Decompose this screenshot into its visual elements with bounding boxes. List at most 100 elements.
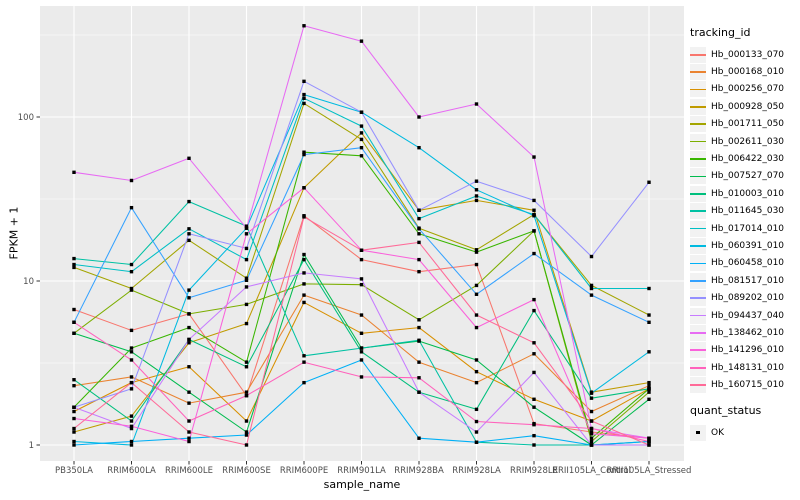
data-point: [647, 180, 651, 184]
legend-swatch-line: [690, 349, 706, 352]
data-point: [72, 443, 76, 447]
data-point: [474, 250, 479, 254]
data-point: [187, 288, 191, 292]
y-axis-title: FPKM + 1: [7, 206, 21, 260]
legend-swatch-line: [690, 279, 706, 282]
legend-swatch-line: [690, 140, 706, 143]
legend-item: Hb_011645_030: [690, 203, 798, 220]
data-point: [647, 390, 651, 394]
data-point: [72, 439, 76, 444]
data-point: [129, 380, 134, 385]
data-point: [302, 96, 306, 101]
data-point: [244, 419, 249, 423]
data-point: [474, 313, 479, 317]
data-point: [244, 393, 249, 398]
legend-item: Hb_089202_010: [690, 289, 798, 307]
legend-swatch-line: [690, 384, 706, 386]
data-point: [474, 198, 479, 203]
data-point: [474, 407, 479, 412]
data-point: [129, 350, 134, 354]
legend-key: [690, 237, 706, 254]
legend-item-label: Hb_060391_010: [711, 240, 785, 251]
data-point: [589, 430, 594, 434]
legend-title-quant-status: quant_status: [690, 403, 762, 417]
data-point: [532, 370, 536, 375]
legend-item-label: Hb_017014_010: [711, 223, 785, 234]
data-point: [647, 397, 651, 401]
data-point: [589, 254, 594, 259]
data-point: [187, 337, 191, 342]
legend-item-label: Hb_000133_070: [711, 49, 785, 60]
data-point: [129, 269, 134, 274]
data-point: [417, 216, 421, 221]
data-point: [187, 238, 191, 243]
data-point: [244, 443, 249, 447]
data-point: [359, 375, 364, 379]
legend-swatch-line: [690, 158, 706, 160]
ok-point-marker: [696, 430, 700, 435]
data-point: [359, 39, 364, 43]
data-point: [647, 350, 651, 354]
x-tick-label: RRIM600LA: [107, 466, 156, 476]
data-point: [359, 350, 364, 354]
data-point: [532, 229, 536, 233]
x-tick-label: RRIM928LE: [510, 466, 558, 476]
legend-item: Hb_060391_010: [690, 237, 798, 254]
data-point: [474, 248, 479, 252]
x-tick-label: RRIM928LA: [452, 466, 501, 476]
legend-swatch-line: [690, 245, 706, 247]
data-point: [359, 124, 364, 128]
data-point: [302, 293, 306, 297]
legend-key: [690, 185, 706, 202]
legend-item: Hb_081517_010: [690, 272, 798, 289]
data-point: [589, 432, 594, 436]
data-point: [244, 232, 249, 236]
data-point: [359, 313, 364, 317]
legend-item-label: Hb_007527_070: [711, 171, 785, 182]
data-point: [129, 419, 134, 423]
data-point: [532, 341, 536, 345]
legend-key: [690, 324, 706, 341]
data-point: [647, 439, 651, 444]
data-point: [359, 331, 364, 335]
data-point: [647, 380, 651, 385]
legend-item: Hb_006422_030: [690, 150, 798, 168]
legend-item: Hb_160715_010: [690, 376, 798, 394]
legend-key: [690, 255, 706, 272]
data-point: [589, 443, 594, 447]
data-point: [417, 318, 421, 322]
x-tick-label: RRIM901LA: [337, 466, 386, 476]
data-point: [417, 208, 421, 212]
data-point: [647, 387, 651, 391]
data-point: [187, 436, 191, 440]
data-point: [359, 277, 364, 281]
data-point: [417, 325, 421, 330]
data-point: [417, 227, 421, 231]
legend-item-label: Hb_138462_010: [711, 327, 785, 338]
data-point: [244, 278, 249, 282]
data-point: [187, 325, 191, 330]
data-point: [72, 320, 76, 324]
data-point: [417, 436, 421, 440]
legend-item: Hb_010003_010: [690, 185, 798, 202]
data-point: [187, 199, 191, 204]
legend-swatch-line: [690, 123, 706, 126]
data-point: [72, 383, 76, 388]
data-point: [647, 286, 651, 291]
data-point: [474, 179, 479, 183]
legend-item: Hb_000928_050: [690, 98, 798, 115]
data-point: [187, 419, 191, 423]
legend-key: [690, 98, 706, 115]
data-point: [359, 257, 364, 262]
x-tick-label: PB350LA: [55, 466, 93, 476]
data-point: [129, 288, 134, 292]
legend-key: [690, 81, 706, 98]
data-point: [474, 262, 479, 267]
data-point: [417, 390, 421, 394]
data-point: [302, 150, 306, 154]
data-point: [359, 110, 364, 114]
legend-item-label: Hb_089202_010: [711, 293, 785, 304]
data-point: [474, 380, 479, 385]
legend-item-label: Hb_141296_010: [711, 345, 785, 356]
